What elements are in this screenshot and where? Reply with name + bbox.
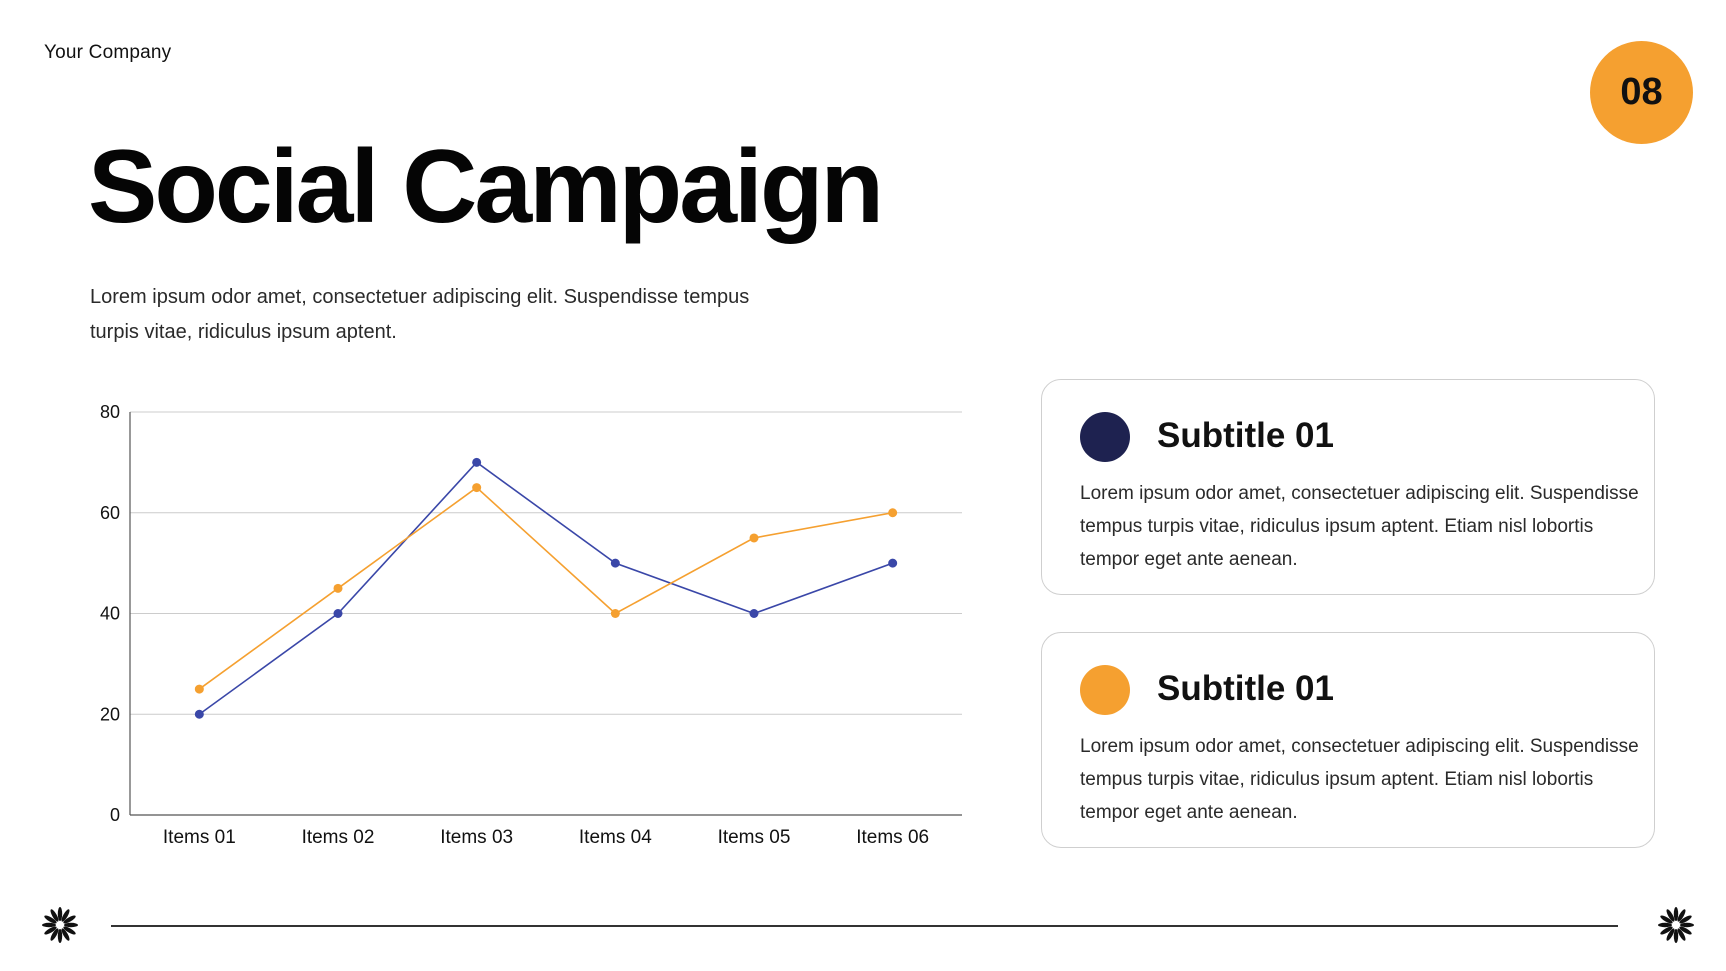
series-1-point bbox=[749, 609, 759, 618]
x-tick-label: Items 05 bbox=[718, 827, 791, 848]
info-card-2: Subtitle 01 Lorem ipsum odor amet, conse… bbox=[1041, 632, 1655, 848]
x-tick-label: Items 02 bbox=[302, 827, 375, 848]
series-2-point bbox=[749, 533, 759, 543]
card-color-dot bbox=[1080, 665, 1130, 715]
y-tick-label: 0 bbox=[110, 805, 120, 825]
flower-icon bbox=[42, 907, 78, 943]
card-title: Subtitle 01 bbox=[1157, 669, 1334, 708]
series-1-line bbox=[198, 461, 893, 715]
x-tick-label: Items 04 bbox=[579, 827, 652, 848]
series-2-point bbox=[472, 483, 482, 493]
y-tick-label: 60 bbox=[100, 503, 120, 523]
series-1-point bbox=[333, 609, 343, 618]
y-tick-label: 40 bbox=[100, 604, 120, 624]
page-title: Social Campaign bbox=[88, 129, 884, 245]
page-number-badge: 08 bbox=[1590, 41, 1693, 144]
series-2-point bbox=[610, 609, 620, 618]
series-2-line bbox=[198, 486, 893, 690]
series-2-point bbox=[888, 508, 898, 518]
x-tick-label: Items 01 bbox=[163, 827, 236, 848]
company-name: Your Company bbox=[44, 42, 172, 63]
y-tick-label: 80 bbox=[100, 402, 120, 422]
line-chart: 0 20 40 60 80 Items 01 Items 02 Items 03 Items 0… bbox=[100, 402, 962, 848]
y-tick-label: 20 bbox=[100, 704, 120, 724]
series-1-point bbox=[472, 457, 482, 467]
card-color-dot bbox=[1080, 412, 1130, 462]
series-1-point bbox=[194, 709, 204, 719]
card-text: Lorem ipsum odor amet, consectetuer adip… bbox=[1080, 736, 1639, 823]
card-title: Subtitle 01 bbox=[1157, 416, 1334, 455]
info-card-1: Subtitle 01 Lorem ipsum odor amet, conse… bbox=[1041, 379, 1655, 595]
x-tick-label: Items 03 bbox=[440, 827, 513, 848]
card-text: Lorem ipsum odor amet, consectetuer adip… bbox=[1080, 483, 1639, 570]
series-2-point bbox=[333, 583, 343, 593]
series-2-point bbox=[194, 684, 204, 694]
intro-text: Lorem ipsum odor amet, consectetuer adip… bbox=[90, 286, 750, 343]
series-1-point bbox=[610, 558, 620, 568]
x-tick-label: Items 06 bbox=[856, 827, 929, 848]
series-1-point bbox=[888, 558, 898, 568]
footer-divider bbox=[111, 925, 1618, 927]
flower-icon bbox=[1658, 907, 1694, 943]
